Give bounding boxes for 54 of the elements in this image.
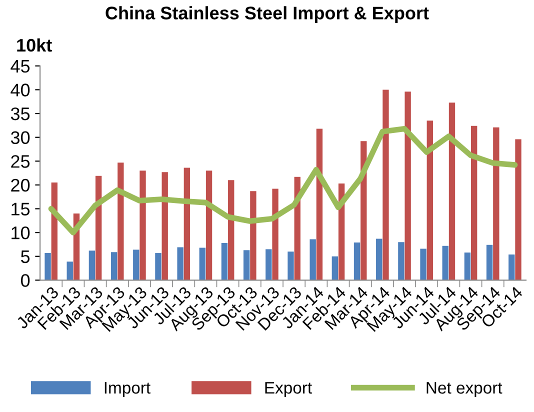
bar: [95, 176, 102, 280]
bar: [442, 246, 448, 280]
bar: [140, 170, 146, 280]
y-tick-label: 15: [12, 202, 30, 216]
bar: [470, 126, 478, 280]
y-tick-label: 30: [10, 131, 30, 144]
bar: [66, 262, 73, 280]
bar: [310, 239, 316, 280]
bar: [184, 168, 190, 280]
bar: [376, 238, 382, 280]
bar: [515, 139, 522, 280]
y-tick-label: 20: [11, 178, 30, 192]
bar: [243, 250, 250, 280]
chart-title: China Stainless Steel Import & Export: [106, 6, 429, 24]
bar: [118, 162, 124, 280]
bar: [88, 250, 96, 280]
bar: [382, 90, 389, 280]
bar: [206, 170, 212, 280]
bar: [316, 128, 323, 280]
y-tick-label: 40: [10, 84, 30, 96]
y-tick-label: 45: [10, 60, 30, 73]
bar: [155, 253, 162, 280]
bar: [177, 247, 184, 280]
y-tick-label: 0: [20, 274, 30, 287]
y-tick-label: 10: [12, 226, 30, 240]
y-tick-label: 25: [11, 155, 30, 168]
legend-label: Net export: [426, 382, 502, 397]
bar: [110, 252, 118, 280]
y-tick-label: 5: [21, 250, 30, 264]
bar: [420, 248, 426, 280]
bar: [404, 92, 411, 280]
bar: [464, 252, 471, 280]
bar: [398, 242, 404, 280]
bar: [133, 250, 140, 280]
bar: [493, 127, 500, 280]
bar: [272, 188, 278, 280]
bar: [44, 253, 51, 280]
bar: [426, 120, 433, 280]
bar: [486, 244, 493, 280]
y-axis-title: 10kt: [17, 38, 52, 52]
bar: [354, 242, 360, 280]
bar: [448, 102, 456, 280]
bar: [228, 180, 234, 280]
bar: [199, 248, 206, 280]
bar: [266, 249, 272, 280]
bar: [250, 191, 256, 280]
bar: [162, 172, 168, 280]
legend-label: Import: [104, 382, 150, 397]
y-tick-label: 35: [10, 107, 30, 120]
bar: [221, 243, 228, 280]
bar: [332, 256, 338, 280]
legend-label: Export: [265, 382, 312, 397]
bar: [288, 252, 294, 280]
bar: [508, 254, 515, 280]
